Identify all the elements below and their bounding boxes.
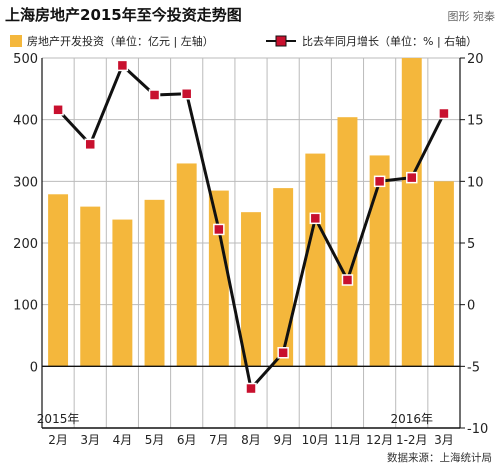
- growth-marker: [245, 382, 257, 395]
- left-tick-label: 0: [30, 360, 38, 375]
- year-label: 2016年: [390, 412, 433, 426]
- legend-bar-swatch: [10, 35, 22, 47]
- legend-line-label: 比去年同月增长（单位：% | 右轴）: [302, 34, 477, 48]
- x-tick-label: 12月: [366, 433, 393, 447]
- growth-marker: [52, 104, 64, 116]
- growth-marker: [309, 212, 322, 225]
- growth-marker: [277, 347, 289, 359]
- bar: [48, 194, 69, 367]
- legend: 房地产开发投资（单位：亿元 | 左轴） 比去年同月增长（单位：% | 右轴）: [10, 34, 477, 48]
- bar: [176, 163, 197, 367]
- growth-marker: [438, 107, 450, 120]
- legend-bar-label: 房地产开发投资（单位：亿元 | 左轴）: [27, 34, 214, 48]
- bar: [80, 206, 101, 367]
- x-tick-label: 11月: [334, 433, 361, 447]
- left-tick-label: 100: [13, 299, 38, 314]
- left-tick-label: 500: [13, 52, 38, 67]
- x-tick-label: 10月: [302, 433, 329, 447]
- right-tick-label: 0: [467, 299, 475, 314]
- left-axis-ticks: 0 100 200 300 400 500: [13, 52, 38, 375]
- bars: [48, 58, 454, 367]
- bar: [241, 212, 261, 367]
- x-tick-label: 6月: [177, 433, 197, 447]
- growth-marker: [341, 274, 354, 286]
- bar: [144, 199, 165, 367]
- left-tick-label: 400: [13, 114, 38, 129]
- right-tick-label: -10: [467, 422, 488, 437]
- x-tick-label: 3月: [434, 433, 454, 447]
- right-tick-label: 10: [467, 175, 484, 190]
- growth-marker: [116, 59, 129, 72]
- growth-marker: [180, 88, 193, 100]
- x-tick-label: 4月: [113, 433, 133, 447]
- bar: [112, 219, 133, 367]
- right-axis-ticks: -10 -5 0 5 10 15 20: [460, 52, 488, 437]
- x-tick-label: 8月: [241, 433, 261, 447]
- right-tick-label: 5: [467, 237, 475, 252]
- growth-marker: [213, 223, 225, 236]
- bar: [273, 188, 294, 367]
- x-tick-label: 7月: [209, 433, 229, 447]
- right-tick-label: 20: [467, 52, 484, 67]
- left-tick-label: 200: [13, 237, 38, 252]
- growth-marker: [406, 171, 418, 184]
- bar: [337, 117, 358, 367]
- right-tick-label: 15: [467, 114, 484, 129]
- x-tick-label: 1-2月: [396, 433, 428, 447]
- x-tick-label: 2月: [48, 433, 68, 447]
- year-label: 2015年: [37, 412, 80, 426]
- bar: [433, 181, 454, 367]
- growth-marker: [84, 138, 96, 151]
- year-labels: 2015年 2016年: [37, 412, 433, 426]
- growth-marker: [373, 175, 386, 188]
- chart-credit: 图形 宛秦: [448, 9, 496, 23]
- bar: [401, 58, 422, 367]
- growth-line: [52, 59, 450, 395]
- left-tick-label: 300: [13, 175, 38, 190]
- right-tick-label: -5: [467, 360, 480, 375]
- bar: [305, 153, 326, 367]
- chart-title: 上海房地产2015年至今投资走势图: [5, 6, 242, 24]
- legend-line-marker: [275, 35, 287, 47]
- data-source: 数据来源：上海统计局: [387, 451, 492, 464]
- x-tick-label: 5月: [145, 433, 165, 447]
- x-tick-label: 3月: [80, 433, 100, 447]
- x-tick-label: 9月: [273, 433, 293, 447]
- bar: [369, 155, 390, 367]
- x-axis-ticks: 2月 3月 4月 5月 6月 7月 8月 9月 10月 11月 12月 1-2月 3月: [48, 433, 453, 447]
- growth-marker: [148, 89, 161, 101]
- bar: [208, 190, 229, 367]
